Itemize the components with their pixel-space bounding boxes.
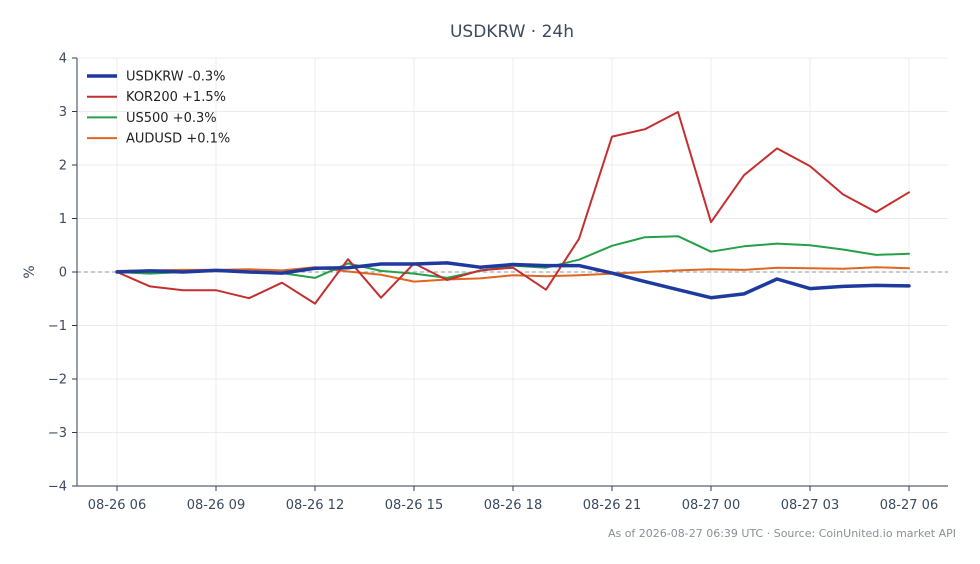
y-tick-label: 0 (59, 266, 67, 281)
y-tick-label: −4 (48, 480, 67, 495)
x-tick-label: 08-26 09 (187, 498, 245, 513)
series-lines (115, 111, 911, 305)
legend-entry: AUDUSD +0.1% (126, 132, 230, 147)
x-tick-label: 08-26 06 (88, 498, 146, 513)
source-footer: As of 2026-08-27 06:39 UTC · Source: Coi… (608, 527, 956, 540)
chart-title: USDKRW · 24h (450, 22, 574, 42)
x-tick-label: 08-26 15 (385, 498, 443, 513)
x-tick-label: 08-27 03 (781, 498, 839, 513)
legend-entry: USDKRW -0.3% (126, 70, 226, 85)
x-tick-label: 08-26 21 (583, 498, 641, 513)
y-tick-label: 3 (59, 105, 67, 120)
y-tick-label: −3 (48, 426, 67, 441)
y-axis-ticks: 4 3 2 1 0 −1 −2 −3 −4 (48, 52, 77, 495)
x-tick-label: 08-26 18 (484, 498, 542, 513)
y-tick-label: −2 (48, 373, 67, 388)
x-axis-ticks: 08-26 06 08-26 09 08-26 12 08-26 15 08-26 18… (88, 486, 938, 513)
series-line-0 (115, 261, 911, 300)
y-tick-label: 4 (59, 52, 67, 67)
y-tick-label: −1 (48, 319, 67, 334)
legend-entry: KOR200 +1.5% (126, 90, 226, 105)
x-tick-label: 08-26 12 (286, 498, 344, 513)
x-tick-label: 08-27 06 (880, 498, 938, 513)
legend: USDKRW -0.3% KOR200 +1.5% US500 +0.3% AUDUS… (87, 70, 230, 147)
y-tick-label: 2 (59, 159, 67, 174)
series-line-3 (116, 266, 910, 283)
series-line-1 (116, 111, 910, 305)
x-tick-label: 08-27 00 (682, 498, 740, 513)
y-axis-label: % (22, 265, 38, 278)
legend-entry: US500 +0.3% (126, 111, 217, 126)
y-tick-label: 1 (59, 212, 67, 227)
